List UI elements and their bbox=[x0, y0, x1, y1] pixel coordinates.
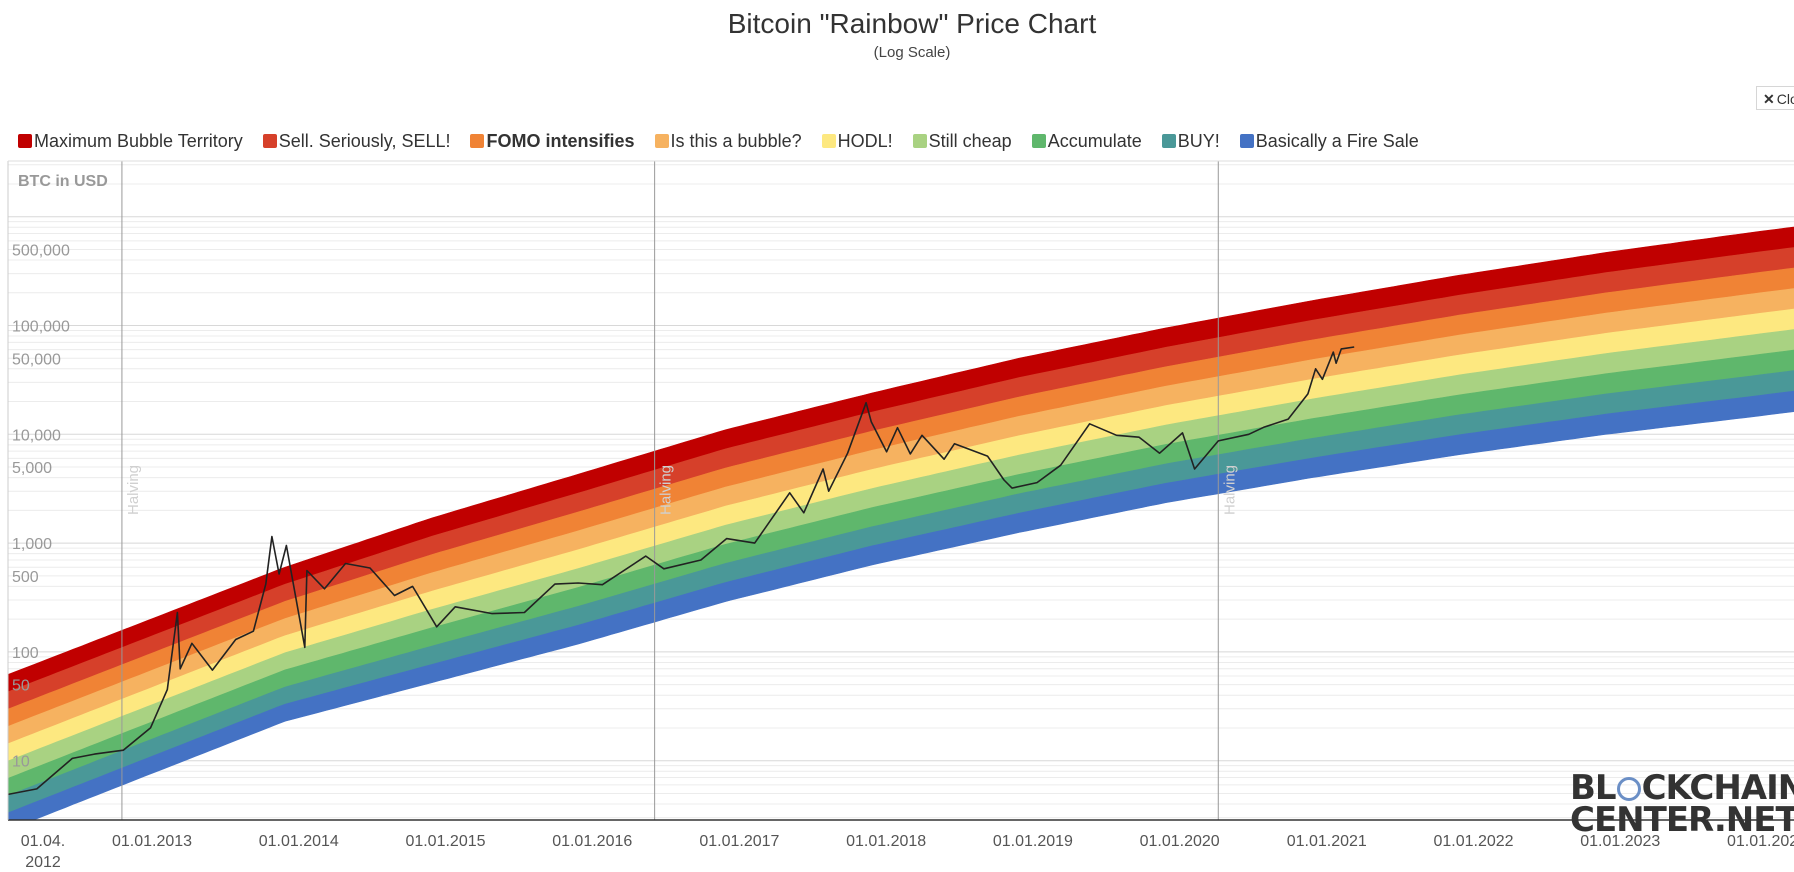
legend-label: Is this a bubble? bbox=[670, 130, 802, 151]
x-tick-label: 2012 bbox=[25, 854, 61, 871]
chart-title: Bitcoin "Rainbow" Price Chart bbox=[727, 8, 1097, 39]
legend-item[interactable]: Still cheap bbox=[912, 130, 1012, 152]
halving-markers: HalvingHalvingHalvingHalving bbox=[121, 161, 1238, 820]
legend-item[interactable]: FOMO intensifies bbox=[470, 130, 635, 152]
close-icon: ✕ bbox=[1763, 91, 1775, 107]
legend-swatch bbox=[1031, 134, 1046, 148]
legend-label: Sell. Seriously, SELL! bbox=[278, 130, 451, 151]
y-tick-label: 500,000 bbox=[12, 242, 70, 259]
legend-item[interactable]: BUY! bbox=[1161, 130, 1220, 152]
legend-swatch bbox=[821, 134, 836, 148]
x-tick-label: 01.01.2019 bbox=[993, 833, 1073, 850]
x-tick-label: 01.01.2015 bbox=[405, 833, 485, 850]
y-tick-label: 50,000 bbox=[12, 351, 61, 368]
legend: Maximum Bubble Territory Sell. Seriously,… bbox=[18, 130, 1439, 152]
price-line bbox=[8, 346, 1355, 796]
y-tick-label: 100,000 bbox=[12, 319, 70, 336]
legend-label: Maximum Bubble Territory bbox=[34, 130, 243, 151]
legend-swatch bbox=[912, 134, 927, 148]
rainbow-band bbox=[8, 390, 1794, 820]
legend-label: BUY! bbox=[1177, 130, 1220, 151]
y-tick-label: 10,000 bbox=[12, 427, 61, 444]
legend-label: Accumulate bbox=[1047, 130, 1142, 151]
legend-item[interactable]: Is this a bubble? bbox=[654, 130, 802, 152]
logo-ring-icon bbox=[1616, 777, 1641, 801]
x-tick-label: 01.01.2016 bbox=[552, 833, 632, 850]
y-tick-label: 100 bbox=[12, 645, 39, 662]
x-tick-label: 01.01.2023 bbox=[1580, 833, 1660, 850]
y-tick-label: 50 bbox=[12, 678, 30, 695]
x-tick-label: 01.01.2017 bbox=[699, 833, 779, 850]
legend-swatch bbox=[1239, 134, 1254, 148]
legend-item[interactable]: Sell. Seriously, SELL! bbox=[262, 130, 451, 152]
x-tick-label: 01.01.2018 bbox=[846, 833, 926, 850]
x-tick-label: 01.04. bbox=[21, 833, 65, 850]
y-tick-label: 1,000 bbox=[12, 536, 52, 553]
chart-subtitle: (Log Scale) bbox=[873, 44, 951, 61]
legend-item[interactable]: HODL! bbox=[821, 130, 893, 152]
y-tick-label: 5,000 bbox=[12, 460, 52, 477]
legend-swatch bbox=[262, 134, 277, 148]
legend-label: HODL! bbox=[837, 130, 893, 151]
legend-item[interactable]: Accumulate bbox=[1031, 130, 1142, 152]
x-tick-label: 01.01.2024 bbox=[1727, 833, 1794, 850]
legend-label: FOMO intensifies bbox=[486, 130, 635, 151]
legend-swatch bbox=[1161, 134, 1176, 148]
legend-item[interactable]: Basically a Fire Sale bbox=[1239, 130, 1419, 152]
x-tick-label: 01.01.2022 bbox=[1433, 833, 1513, 850]
legend-swatch bbox=[18, 134, 32, 148]
close-button[interactable]: ✕ Clo bbox=[1756, 86, 1794, 110]
close-label: Clo bbox=[1776, 91, 1794, 107]
y-axis-title: BTC in USD bbox=[18, 173, 108, 190]
legend-label: Basically a Fire Sale bbox=[1255, 130, 1419, 151]
legend-item[interactable]: Maximum Bubble Territory bbox=[18, 131, 243, 152]
legend-swatch bbox=[654, 134, 669, 148]
y-tick-label: 500 bbox=[12, 569, 39, 586]
halving-label: Halving bbox=[1221, 465, 1238, 515]
price-series bbox=[8, 346, 1355, 796]
halving-label: Halving bbox=[658, 465, 675, 515]
blockchaincenter-logo: BL CKCHAIN CENTER.NET bbox=[1570, 768, 1794, 840]
halving-label: Halving bbox=[125, 465, 142, 515]
x-tick-label: 01.01.2013 bbox=[112, 833, 192, 850]
legend-label: Still cheap bbox=[928, 130, 1012, 151]
legend-swatch bbox=[470, 134, 485, 148]
x-tick-label: 01.01.2014 bbox=[259, 833, 339, 850]
rainbow-bands bbox=[8, 226, 1794, 820]
x-tick-label: 01.01.2020 bbox=[1140, 833, 1220, 850]
x-tick-label: 01.01.2021 bbox=[1287, 833, 1367, 850]
y-tick-label: 10 bbox=[12, 754, 30, 771]
